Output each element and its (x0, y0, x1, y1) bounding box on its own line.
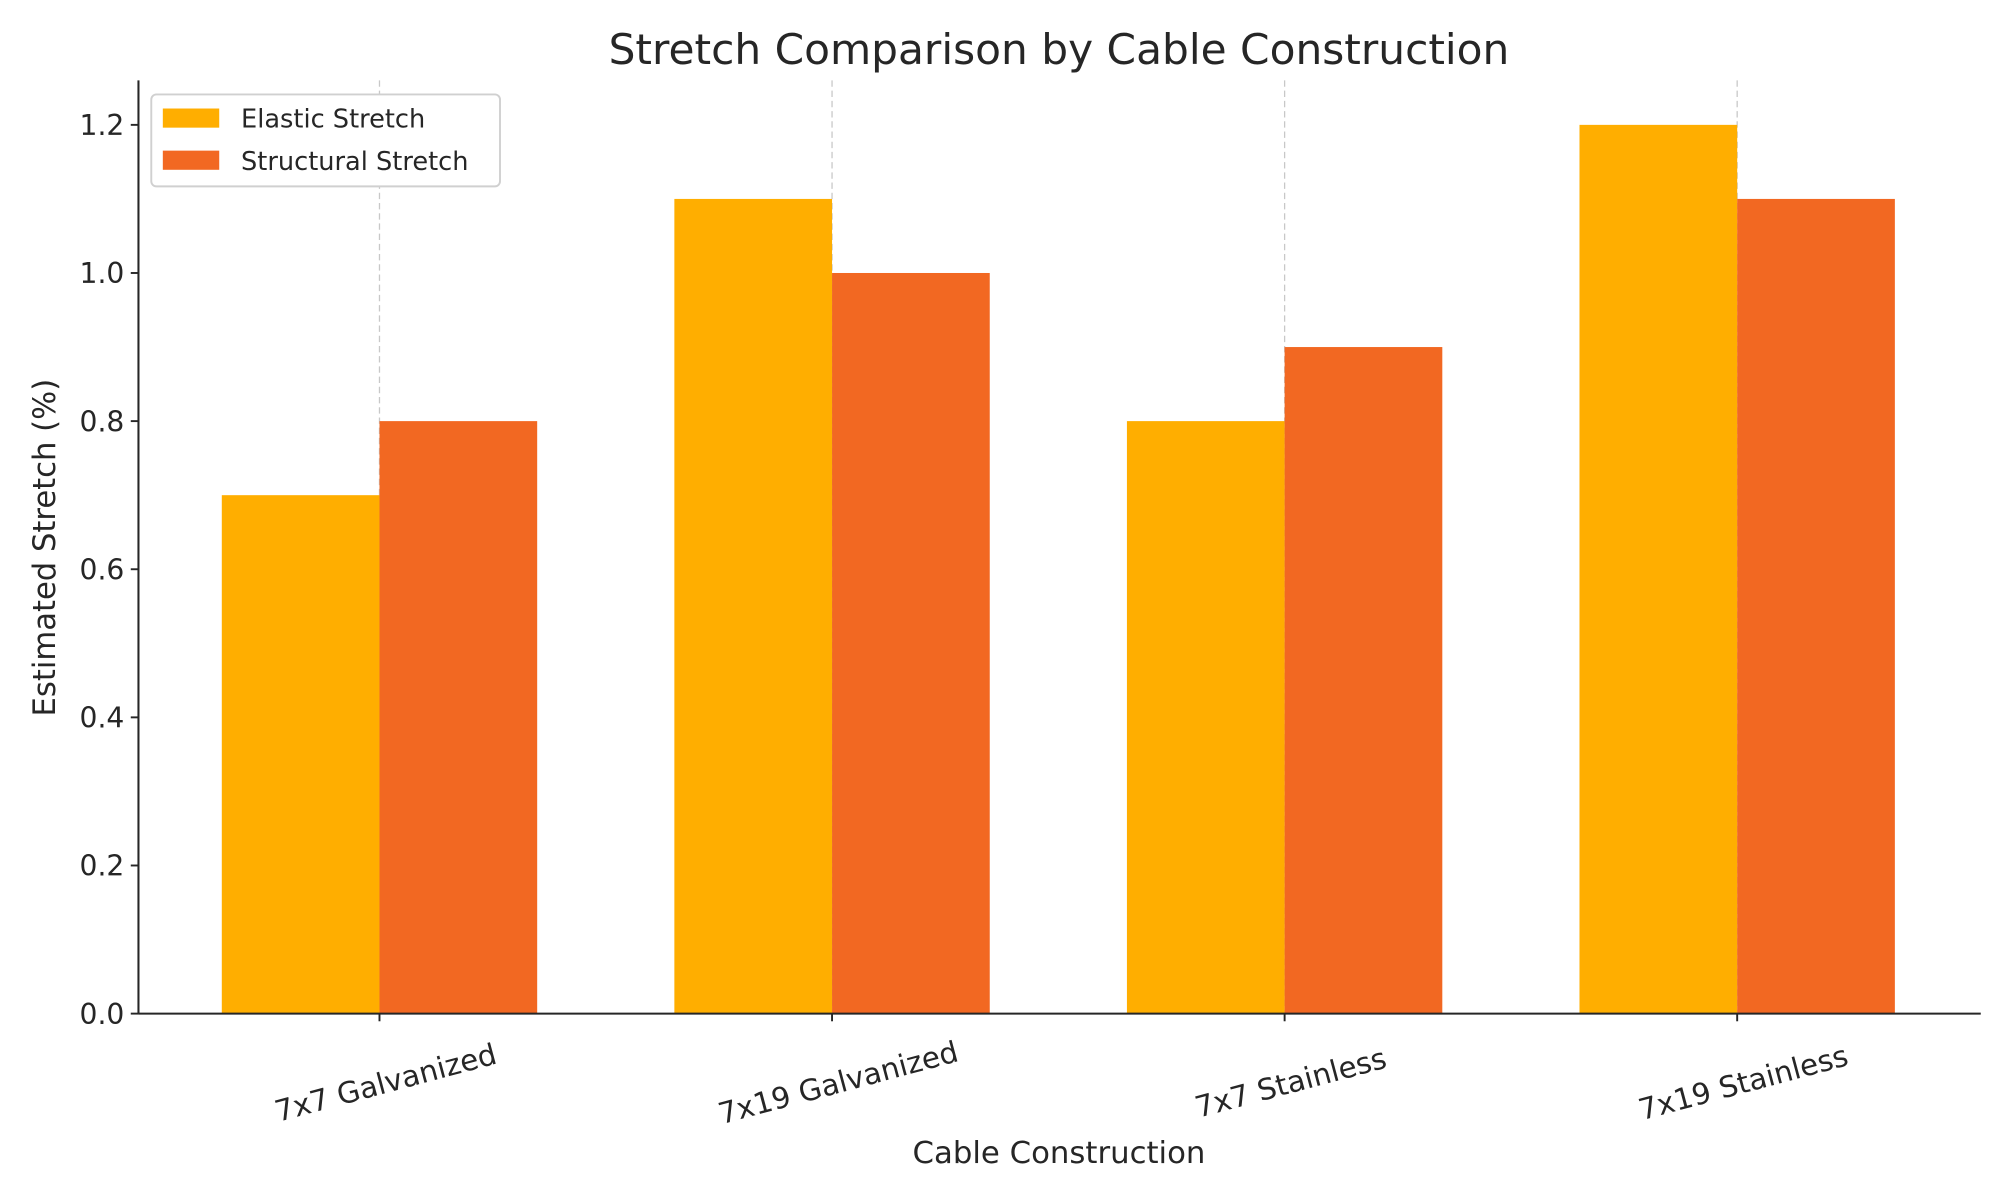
bar-structural-4 (1737, 198, 1895, 1014)
bar-elastic-4 (1579, 124, 1738, 1014)
x-axis-label: Cable Construction (913, 1136, 1206, 1171)
bars (221, 124, 1895, 1014)
bar-structural-2 (832, 272, 990, 1014)
legend-label-elastic: Elastic Stretch (241, 105, 425, 135)
legend-swatch-elastic (162, 108, 220, 128)
bar-structural-3 (1284, 347, 1443, 1014)
x-tick-label: 7x7 Galvanized (271, 1037, 500, 1129)
legend: Elastic Stretch Structural Stretch (150, 93, 501, 188)
grid-lines (378, 80, 1738, 1014)
x-tick-label: 7x19 Stainless (1635, 1039, 1852, 1127)
y-tick-label: 0.2 (80, 850, 125, 883)
x-tick-label: 7x19 Galvanized (715, 1035, 962, 1131)
bar-elastic-1 (221, 495, 380, 1014)
y-tick-label: 1.2 (80, 109, 125, 142)
bar-elastic-3 (1126, 421, 1285, 1014)
y-tick-label: 1.0 (80, 257, 125, 290)
bar-structural-1 (379, 421, 538, 1014)
x-tick-label: 7x7 Stainless (1191, 1041, 1390, 1124)
chart-title: Stretch Comparison by Cable Construction (609, 25, 1510, 74)
y-tick-label: 0.0 (80, 998, 125, 1031)
legend-label-structural: Structural Stretch (241, 147, 468, 177)
y-tick-label: 0.6 (80, 554, 125, 587)
bar-elastic-2 (674, 198, 833, 1014)
legend-swatch-structural (162, 150, 220, 170)
y-tick-label: 0.4 (80, 702, 125, 735)
legend-frame (150, 93, 501, 188)
y-tick-label: 0.8 (80, 405, 125, 438)
y-axis-label: Estimated Stretch (%) (28, 379, 63, 717)
